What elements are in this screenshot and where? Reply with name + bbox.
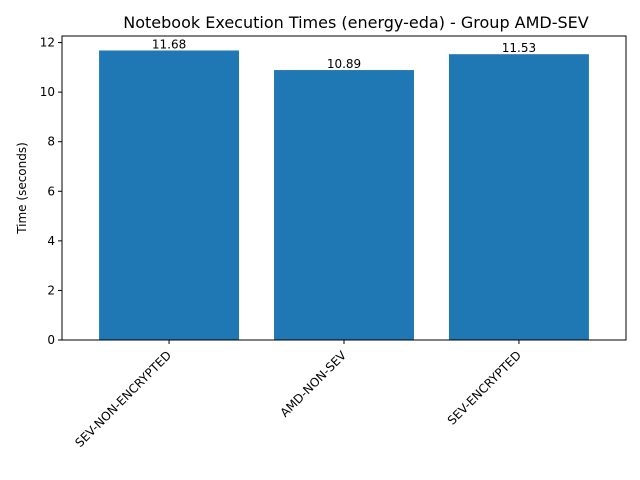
x-axis-ticks: SEV-NON-ENCRYPTED AMD-NON-SEV SEV-ENCRYPTE…: [72, 340, 524, 450]
data-label-sev-non-encrypted: 11.68: [152, 37, 186, 51]
x-tick-label-sev-encrypted: SEV-ENCRYPTED: [445, 348, 524, 427]
data-label-amd-non-sev: 10.89: [327, 57, 361, 71]
chart-title: Notebook Execution Times (energy-eda) - …: [123, 13, 589, 32]
y-axis-label: Time (seconds): [15, 142, 29, 235]
data-labels-group: 11.68 10.89 11.53: [152, 37, 536, 71]
data-label-sev-encrypted: 11.53: [502, 41, 536, 55]
y-tick-label: 12: [40, 36, 55, 50]
y-tick-label: 0: [47, 333, 55, 347]
bar-sev-encrypted: [448, 54, 589, 340]
bar-amd-non-sev: [274, 70, 414, 340]
bars-group: [99, 50, 589, 340]
plot-frame: [61, 35, 627, 341]
x-tick-label-amd-non-sev: AMD-NON-SEV: [278, 348, 350, 420]
y-tick-label: 6: [47, 184, 55, 198]
bar-sev-non-encrypted: [99, 50, 240, 340]
y-tick-label: 2: [47, 283, 55, 297]
x-tick-label-sev-non-encrypted: SEV-NON-ENCRYPTED: [72, 348, 174, 450]
y-tick-label: 8: [47, 135, 55, 149]
y-tick-label: 10: [40, 85, 55, 99]
y-tick-label: 4: [47, 234, 55, 248]
y-axis-ticks: 0 2 4 6 8 10 12: [40, 36, 62, 347]
